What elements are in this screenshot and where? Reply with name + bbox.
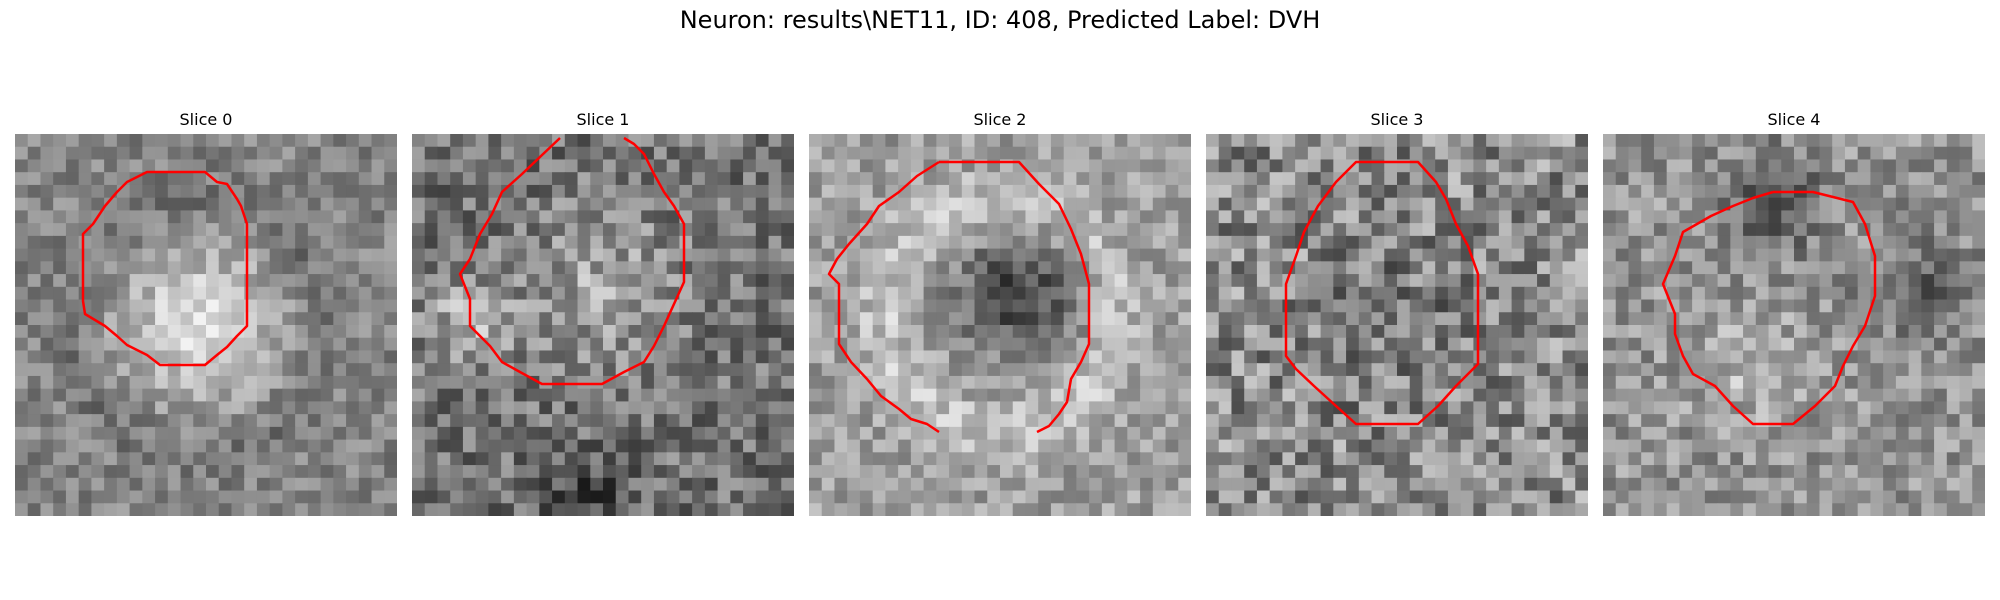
slice-image-svg-1 [412,134,794,516]
slice-image-2 [809,134,1191,516]
slice-image-svg-2 [809,134,1191,516]
slice-image-4 [1603,134,1985,516]
slice-image-svg-0 [15,134,397,516]
slice-image-1 [412,134,794,516]
slice-image-3 [1206,134,1588,516]
figure-title: Neuron: results\NET11, ID: 408, Predicte… [0,6,2000,34]
slice-image-svg-4 [1603,134,1985,516]
slice-title-4: Slice 4 [1603,110,1985,129]
slice-title-0: Slice 0 [15,110,397,129]
slice-image-svg-3 [1206,134,1588,516]
slice-image-0 [15,134,397,516]
slice-title-1: Slice 1 [412,110,794,129]
slice-title-2: Slice 2 [809,110,1191,129]
slice-title-3: Slice 3 [1206,110,1588,129]
